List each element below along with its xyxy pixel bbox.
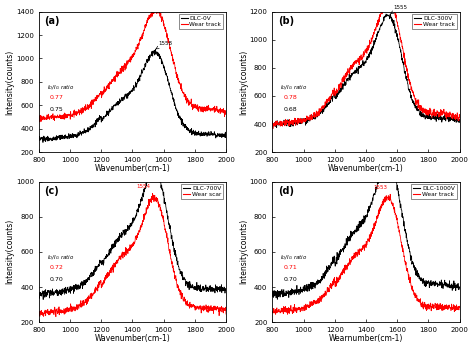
Text: 0.71: 0.71 xyxy=(283,265,297,270)
Text: 1553: 1553 xyxy=(0,348,1,349)
Text: I$_D$/I$_G$ ratio: I$_D$/I$_G$ ratio xyxy=(46,83,74,92)
Legend: DLC-0V, Wear track: DLC-0V, Wear track xyxy=(179,15,223,29)
Legend: DLC-1000V, Wear track: DLC-1000V, Wear track xyxy=(411,185,456,199)
X-axis label: Wavenumber(cm-1): Wavenumber(cm-1) xyxy=(94,164,170,173)
Legend: DLC-700V, Wear scar: DLC-700V, Wear scar xyxy=(182,185,223,199)
Text: 1554: 1554 xyxy=(136,184,150,189)
Text: 0.70: 0.70 xyxy=(50,277,64,282)
Text: 1558: 1558 xyxy=(156,41,172,49)
Text: (c): (c) xyxy=(45,186,59,196)
Text: 0.68: 0.68 xyxy=(283,107,297,112)
Text: 1555: 1555 xyxy=(391,5,407,14)
Text: 0.75: 0.75 xyxy=(50,107,64,112)
Text: (a): (a) xyxy=(45,16,60,26)
X-axis label: Wearnumber(cm-1): Wearnumber(cm-1) xyxy=(329,334,403,343)
Text: 1554: 1554 xyxy=(0,348,1,349)
X-axis label: Wavenumber(cm-1): Wavenumber(cm-1) xyxy=(328,164,404,173)
Y-axis label: Intensity(counts): Intensity(counts) xyxy=(239,49,248,114)
Text: 0.77: 0.77 xyxy=(50,95,64,100)
Y-axis label: Intensity(counts): Intensity(counts) xyxy=(6,49,15,114)
Text: 0.78: 0.78 xyxy=(283,95,297,100)
Y-axis label: Intensity(counts): Intensity(counts) xyxy=(6,219,15,284)
Text: 0.70: 0.70 xyxy=(283,277,297,282)
Text: 1553: 1553 xyxy=(374,185,388,190)
Text: I$_D$/I$_G$ ratio: I$_D$/I$_G$ ratio xyxy=(280,83,308,92)
Text: (d): (d) xyxy=(278,186,294,196)
Text: 1558: 1558 xyxy=(0,348,1,349)
Text: I$_D$/I$_G$ ratio: I$_D$/I$_G$ ratio xyxy=(46,253,74,262)
Legend: DLC-300V, Wear track: DLC-300V, Wear track xyxy=(412,15,456,29)
Text: I$_D$/I$_G$ ratio: I$_D$/I$_G$ ratio xyxy=(280,253,308,262)
Y-axis label: Intensity(counts): Intensity(counts) xyxy=(239,219,248,284)
Text: 0.72: 0.72 xyxy=(50,265,64,270)
X-axis label: Wavenumber(cm-1): Wavenumber(cm-1) xyxy=(94,334,170,343)
Text: (b): (b) xyxy=(278,16,294,26)
Text: 1562: 1562 xyxy=(0,348,1,349)
